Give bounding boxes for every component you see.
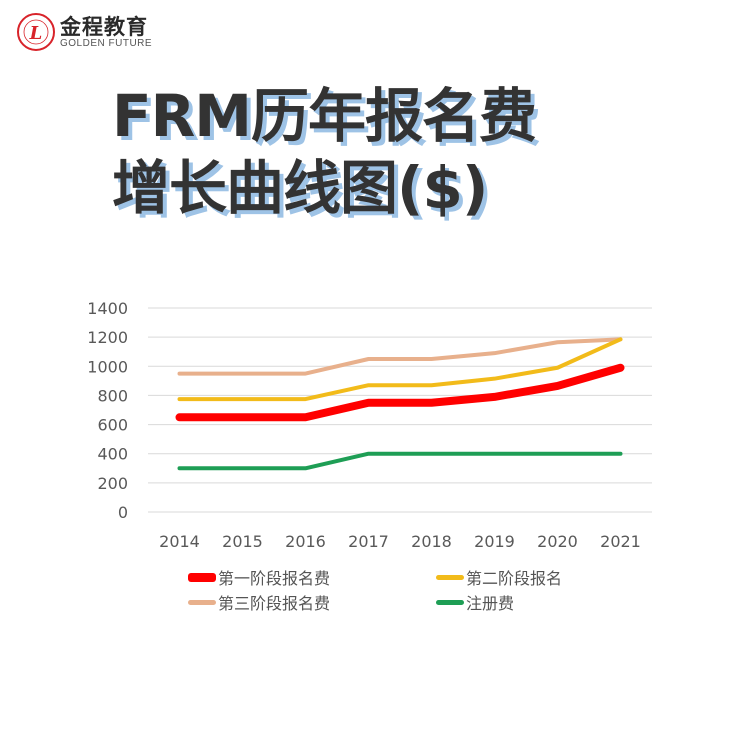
legend-swatch <box>436 599 464 605</box>
x-tick-label: 2020 <box>537 532 578 551</box>
legend-label: 注册费 <box>466 594 515 613</box>
legend-item: 注册费 <box>436 590 514 614</box>
legend-label: 第二阶段报名 <box>466 569 563 588</box>
legend-item: 第二阶段报名 <box>436 565 562 589</box>
legend-swatch <box>436 574 464 580</box>
y-tick-label: 800 <box>97 386 128 405</box>
title-line-2: 增长曲线图($) <box>112 154 488 222</box>
x-tick-label: 2017 <box>348 532 389 551</box>
y-tick-label: 1400 <box>87 299 128 318</box>
legend-item: 第三阶段报名费 <box>188 590 330 614</box>
legend-item: 第一阶段报名费 <box>188 565 330 589</box>
x-tick-label: 2014 <box>159 532 200 551</box>
x-tick-label: 2019 <box>474 532 515 551</box>
y-tick-label: 0 <box>118 503 128 522</box>
golden-future-seal-icon: L <box>17 13 55 51</box>
legend-swatch <box>188 572 216 582</box>
svg-text:L: L <box>29 23 43 44</box>
line-chart: 0 200 400 600 800 1000 1200 1400 2014 2015 2016 201… <box>87 299 652 551</box>
y-tick-label: 200 <box>97 474 128 493</box>
series-line <box>177 337 623 376</box>
series-line <box>175 363 625 422</box>
legend-swatch <box>188 599 216 605</box>
y-tick-label: 1200 <box>87 328 128 347</box>
brand-name-en: GOLDEN FUTURE <box>60 37 153 49</box>
legend-label: 第一阶段报名费 <box>218 569 331 588</box>
y-tick-label: 1000 <box>87 357 128 376</box>
series-line <box>177 451 623 471</box>
x-tick-label: 2016 <box>285 532 326 551</box>
brand-logo: L 金程教育 GOLDEN FUTURE <box>16 12 152 52</box>
y-tick-label: 600 <box>97 416 128 435</box>
page-title: FRM历年报名费 增长曲线图($) <box>112 80 537 224</box>
brand-name-cn: 金程教育 <box>60 14 148 39</box>
x-tick-label: 2015 <box>222 532 263 551</box>
series-line <box>177 337 623 402</box>
y-tick-label: 400 <box>97 445 128 464</box>
title-line-1: FRM历年报名费 <box>112 82 537 150</box>
x-tick-label: 2021 <box>600 532 641 551</box>
legend-label: 第三阶段报名费 <box>218 594 331 613</box>
x-tick-label: 2018 <box>411 532 452 551</box>
